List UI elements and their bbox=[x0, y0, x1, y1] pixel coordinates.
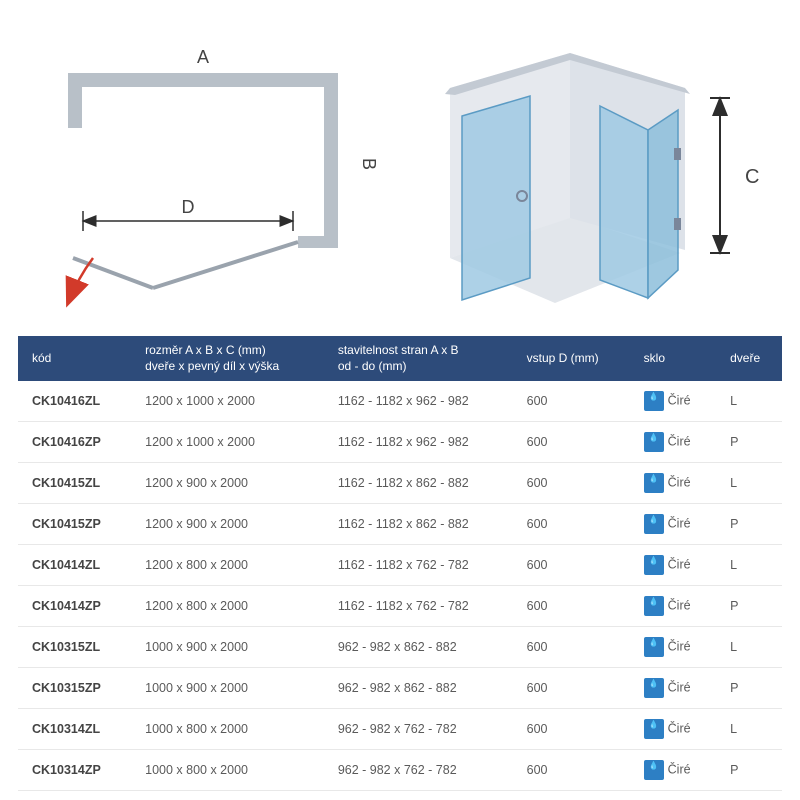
cell-rozmer: 1000 x 900 x 2000 bbox=[131, 627, 324, 668]
droplet-icon bbox=[644, 555, 664, 575]
droplet-icon bbox=[644, 432, 664, 452]
cell-dvere: L bbox=[716, 709, 782, 750]
table-row: CK10416ZL1200 x 1000 x 20001162 - 1182 x… bbox=[18, 381, 782, 422]
cell-dvere: P bbox=[716, 750, 782, 791]
cell-rozmer: 1000 x 800 x 2000 bbox=[131, 750, 324, 791]
cell-dvere: L bbox=[716, 627, 782, 668]
cell-vstup: 600 bbox=[513, 709, 630, 750]
cell-kod: CK10416ZL bbox=[18, 381, 131, 422]
col-rozmer: rozměr A x B x C (mm) dveře x pevný díl … bbox=[131, 336, 324, 381]
cell-sklo: Čiré bbox=[630, 586, 716, 627]
cell-sklo: Čiré bbox=[630, 668, 716, 709]
cell-kod: CK10315ZP bbox=[18, 668, 131, 709]
cell-stav: 1162 - 1182 x 862 - 882 bbox=[324, 463, 513, 504]
cell-kod: CK10315ZL bbox=[18, 627, 131, 668]
col-sklo: sklo bbox=[630, 336, 716, 381]
table-body: CK10416ZL1200 x 1000 x 20001162 - 1182 x… bbox=[18, 381, 782, 791]
cell-rozmer: 1200 x 800 x 2000 bbox=[131, 586, 324, 627]
cell-vstup: 600 bbox=[513, 381, 630, 422]
table-header: kód rozměr A x B x C (mm) dveře x pevný … bbox=[18, 336, 782, 381]
label-c: C bbox=[745, 166, 759, 188]
cell-vstup: 600 bbox=[513, 750, 630, 791]
cell-vstup: 600 bbox=[513, 545, 630, 586]
table-row: CK10315ZP1000 x 900 x 2000962 - 982 x 86… bbox=[18, 668, 782, 709]
col-stavitelnost: stavitelnost stran A x B od - do (mm) bbox=[324, 336, 513, 381]
droplet-icon bbox=[644, 678, 664, 698]
droplet-icon bbox=[644, 596, 664, 616]
label-a: A bbox=[197, 47, 209, 67]
table-row: CK10414ZL1200 x 800 x 20001162 - 1182 x … bbox=[18, 545, 782, 586]
cell-stav: 1162 - 1182 x 762 - 782 bbox=[324, 586, 513, 627]
cell-stav: 1162 - 1182 x 962 - 982 bbox=[324, 381, 513, 422]
cell-dvere: L bbox=[716, 381, 782, 422]
cell-kod: CK10414ZL bbox=[18, 545, 131, 586]
cell-kod: CK10416ZP bbox=[18, 422, 131, 463]
table-row: CK10315ZL1000 x 900 x 2000962 - 982 x 86… bbox=[18, 627, 782, 668]
table-row: CK10414ZP1200 x 800 x 20001162 - 1182 x … bbox=[18, 586, 782, 627]
cell-rozmer: 1200 x 800 x 2000 bbox=[131, 545, 324, 586]
cell-stav: 1162 - 1182 x 762 - 782 bbox=[324, 545, 513, 586]
cell-sklo: Čiré bbox=[630, 545, 716, 586]
spec-table: kód rozměr A x B x C (mm) dveře x pevný … bbox=[18, 336, 782, 791]
cell-kod: CK10414ZP bbox=[18, 586, 131, 627]
diagrams-row: A B D bbox=[18, 18, 782, 328]
cell-vstup: 600 bbox=[513, 422, 630, 463]
cell-rozmer: 1000 x 800 x 2000 bbox=[131, 709, 324, 750]
diagram-2d: A B D bbox=[18, 18, 400, 328]
table-row: CK10415ZP1200 x 900 x 20001162 - 1182 x … bbox=[18, 504, 782, 545]
cell-kod: CK10415ZP bbox=[18, 504, 131, 545]
cell-rozmer: 1200 x 1000 x 2000 bbox=[131, 422, 324, 463]
cell-stav: 962 - 982 x 862 - 882 bbox=[324, 668, 513, 709]
cell-vstup: 600 bbox=[513, 504, 630, 545]
col-kod: kód bbox=[18, 336, 131, 381]
cell-vstup: 600 bbox=[513, 463, 630, 504]
col-vstup: vstup D (mm) bbox=[513, 336, 630, 381]
cell-kod: CK10415ZL bbox=[18, 463, 131, 504]
cell-sklo: Čiré bbox=[630, 750, 716, 791]
cell-rozmer: 1000 x 900 x 2000 bbox=[131, 668, 324, 709]
cell-sklo: Čiré bbox=[630, 709, 716, 750]
cell-dvere: P bbox=[716, 422, 782, 463]
table-row: CK10416ZP1200 x 1000 x 20001162 - 1182 x… bbox=[18, 422, 782, 463]
diagram-3d: C bbox=[400, 18, 782, 328]
cell-sklo: Čiré bbox=[630, 504, 716, 545]
cell-kod: CK10314ZL bbox=[18, 709, 131, 750]
cell-sklo: Čiré bbox=[630, 627, 716, 668]
table-row: CK10314ZP1000 x 800 x 2000962 - 982 x 76… bbox=[18, 750, 782, 791]
cell-stav: 1162 - 1182 x 962 - 982 bbox=[324, 422, 513, 463]
cell-stav: 962 - 982 x 762 - 782 bbox=[324, 750, 513, 791]
cell-vstup: 600 bbox=[513, 627, 630, 668]
cell-rozmer: 1200 x 900 x 2000 bbox=[131, 463, 324, 504]
cell-dvere: L bbox=[716, 545, 782, 586]
droplet-icon bbox=[644, 760, 664, 780]
cell-rozmer: 1200 x 1000 x 2000 bbox=[131, 381, 324, 422]
cell-rozmer: 1200 x 900 x 2000 bbox=[131, 504, 324, 545]
droplet-icon bbox=[644, 391, 664, 411]
cell-vstup: 600 bbox=[513, 668, 630, 709]
label-d: D bbox=[182, 197, 195, 217]
cell-stav: 1162 - 1182 x 862 - 882 bbox=[324, 504, 513, 545]
cell-dvere: P bbox=[716, 668, 782, 709]
cell-dvere: L bbox=[716, 463, 782, 504]
col-dvere: dveře bbox=[716, 336, 782, 381]
cell-stav: 962 - 982 x 762 - 782 bbox=[324, 709, 513, 750]
droplet-icon bbox=[644, 719, 664, 739]
table-row: CK10314ZL1000 x 800 x 2000962 - 982 x 76… bbox=[18, 709, 782, 750]
label-b: B bbox=[359, 158, 379, 170]
droplet-icon bbox=[644, 637, 664, 657]
cell-sklo: Čiré bbox=[630, 422, 716, 463]
cell-dvere: P bbox=[716, 586, 782, 627]
cell-sklo: Čiré bbox=[630, 381, 716, 422]
cell-sklo: Čiré bbox=[630, 463, 716, 504]
cell-dvere: P bbox=[716, 504, 782, 545]
cell-kod: CK10314ZP bbox=[18, 750, 131, 791]
droplet-icon bbox=[644, 514, 664, 534]
table-row: CK10415ZL1200 x 900 x 20001162 - 1182 x … bbox=[18, 463, 782, 504]
droplet-icon bbox=[644, 473, 664, 493]
cell-vstup: 600 bbox=[513, 586, 630, 627]
cell-stav: 962 - 982 x 862 - 882 bbox=[324, 627, 513, 668]
